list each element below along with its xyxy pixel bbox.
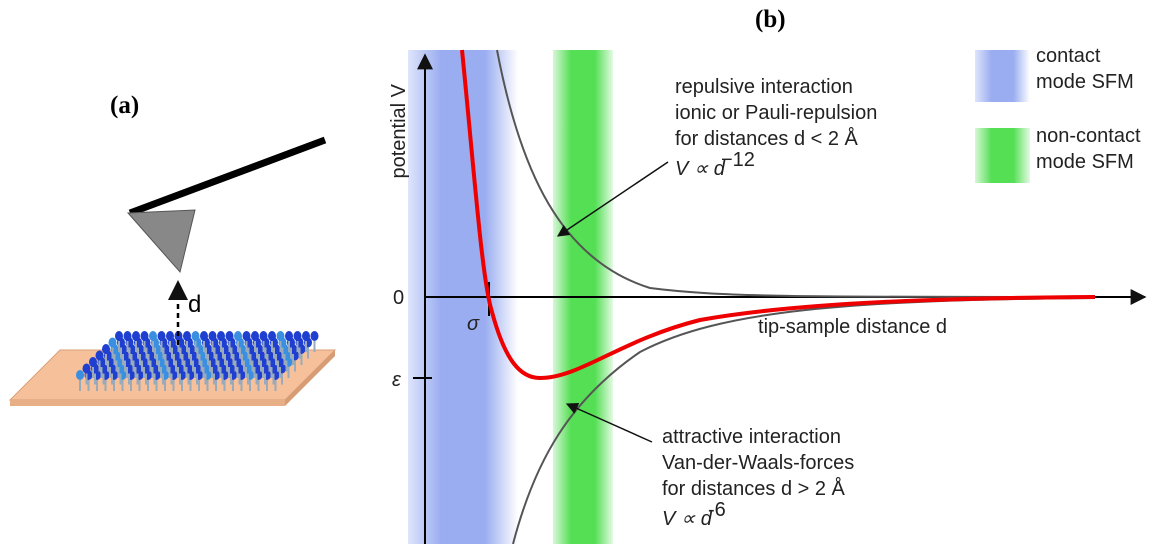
molecule xyxy=(285,331,293,341)
legend: contact mode SFM non-contact mode SFM xyxy=(1036,45,1141,173)
repulsive-annotation: repulsive interaction ionic or Pauli-repu… xyxy=(675,76,877,180)
molecule xyxy=(310,331,319,341)
annotation-line: attractive interaction xyxy=(662,426,841,448)
molecule xyxy=(95,350,104,361)
zero-label: 0 xyxy=(393,287,404,309)
molecule xyxy=(108,337,117,348)
formula: V ∝ d xyxy=(662,508,713,530)
annotation-line: Van-der-Waals-forces xyxy=(662,452,854,474)
molecule xyxy=(123,331,132,341)
molecule xyxy=(166,331,174,341)
molecule xyxy=(132,331,140,341)
annotation-line: for distances d > 2 Å xyxy=(662,477,846,500)
molecule xyxy=(191,331,200,341)
molecule xyxy=(157,331,166,341)
molecule xyxy=(268,331,276,341)
molecule xyxy=(200,331,208,341)
molecule-layer xyxy=(76,331,319,391)
repulsive-arrow xyxy=(557,161,669,237)
molecule xyxy=(183,331,191,341)
annotation-line: repulsive interaction xyxy=(675,76,853,98)
legend-text: non-contact xyxy=(1036,125,1141,147)
formula: V ∝ d xyxy=(675,158,726,180)
molecule xyxy=(208,331,217,341)
tip xyxy=(126,209,196,274)
sigma-label: σ xyxy=(467,313,480,335)
molecule xyxy=(115,331,123,341)
panel-label: (b) xyxy=(755,6,786,33)
cantilever xyxy=(128,136,327,217)
exponent: -6 xyxy=(708,499,726,521)
repulsive-curve xyxy=(496,49,1096,298)
molecule xyxy=(302,331,310,341)
legend-swatch xyxy=(975,128,1030,183)
y-axis-label: potential V xyxy=(388,83,410,178)
molecule xyxy=(259,331,268,341)
attractive-arrow xyxy=(565,402,653,443)
potential-curve xyxy=(460,49,1096,381)
attractive-annotation: attractive interaction Van-der-Waals-forc… xyxy=(662,426,854,530)
molecule xyxy=(251,331,259,341)
molecule xyxy=(242,331,251,341)
legend-swatch xyxy=(975,50,1030,102)
legend-text: contact xyxy=(1036,45,1101,67)
molecule xyxy=(225,331,234,341)
molecule xyxy=(276,331,285,341)
legend-text: mode SFM xyxy=(1036,71,1134,93)
panel-label: (a) xyxy=(110,92,139,119)
molecule xyxy=(82,363,91,374)
molecule xyxy=(217,331,225,341)
molecule xyxy=(140,331,149,341)
molecule xyxy=(293,331,302,341)
exponent: −12 xyxy=(721,149,755,171)
annotation-line: ionic or Pauli-repulsion xyxy=(675,102,877,124)
molecule xyxy=(76,370,84,380)
molecule xyxy=(234,331,242,341)
molecule xyxy=(102,344,110,354)
distance-label: d xyxy=(188,291,201,318)
epsilon-label: ε xyxy=(392,369,402,391)
molecule xyxy=(149,331,157,341)
annotation-line: for distances d < 2 Å xyxy=(675,127,859,150)
molecule xyxy=(89,357,97,367)
legend-text: mode SFM xyxy=(1036,151,1134,173)
x-axis-label: tip-sample distance d xyxy=(758,316,947,338)
